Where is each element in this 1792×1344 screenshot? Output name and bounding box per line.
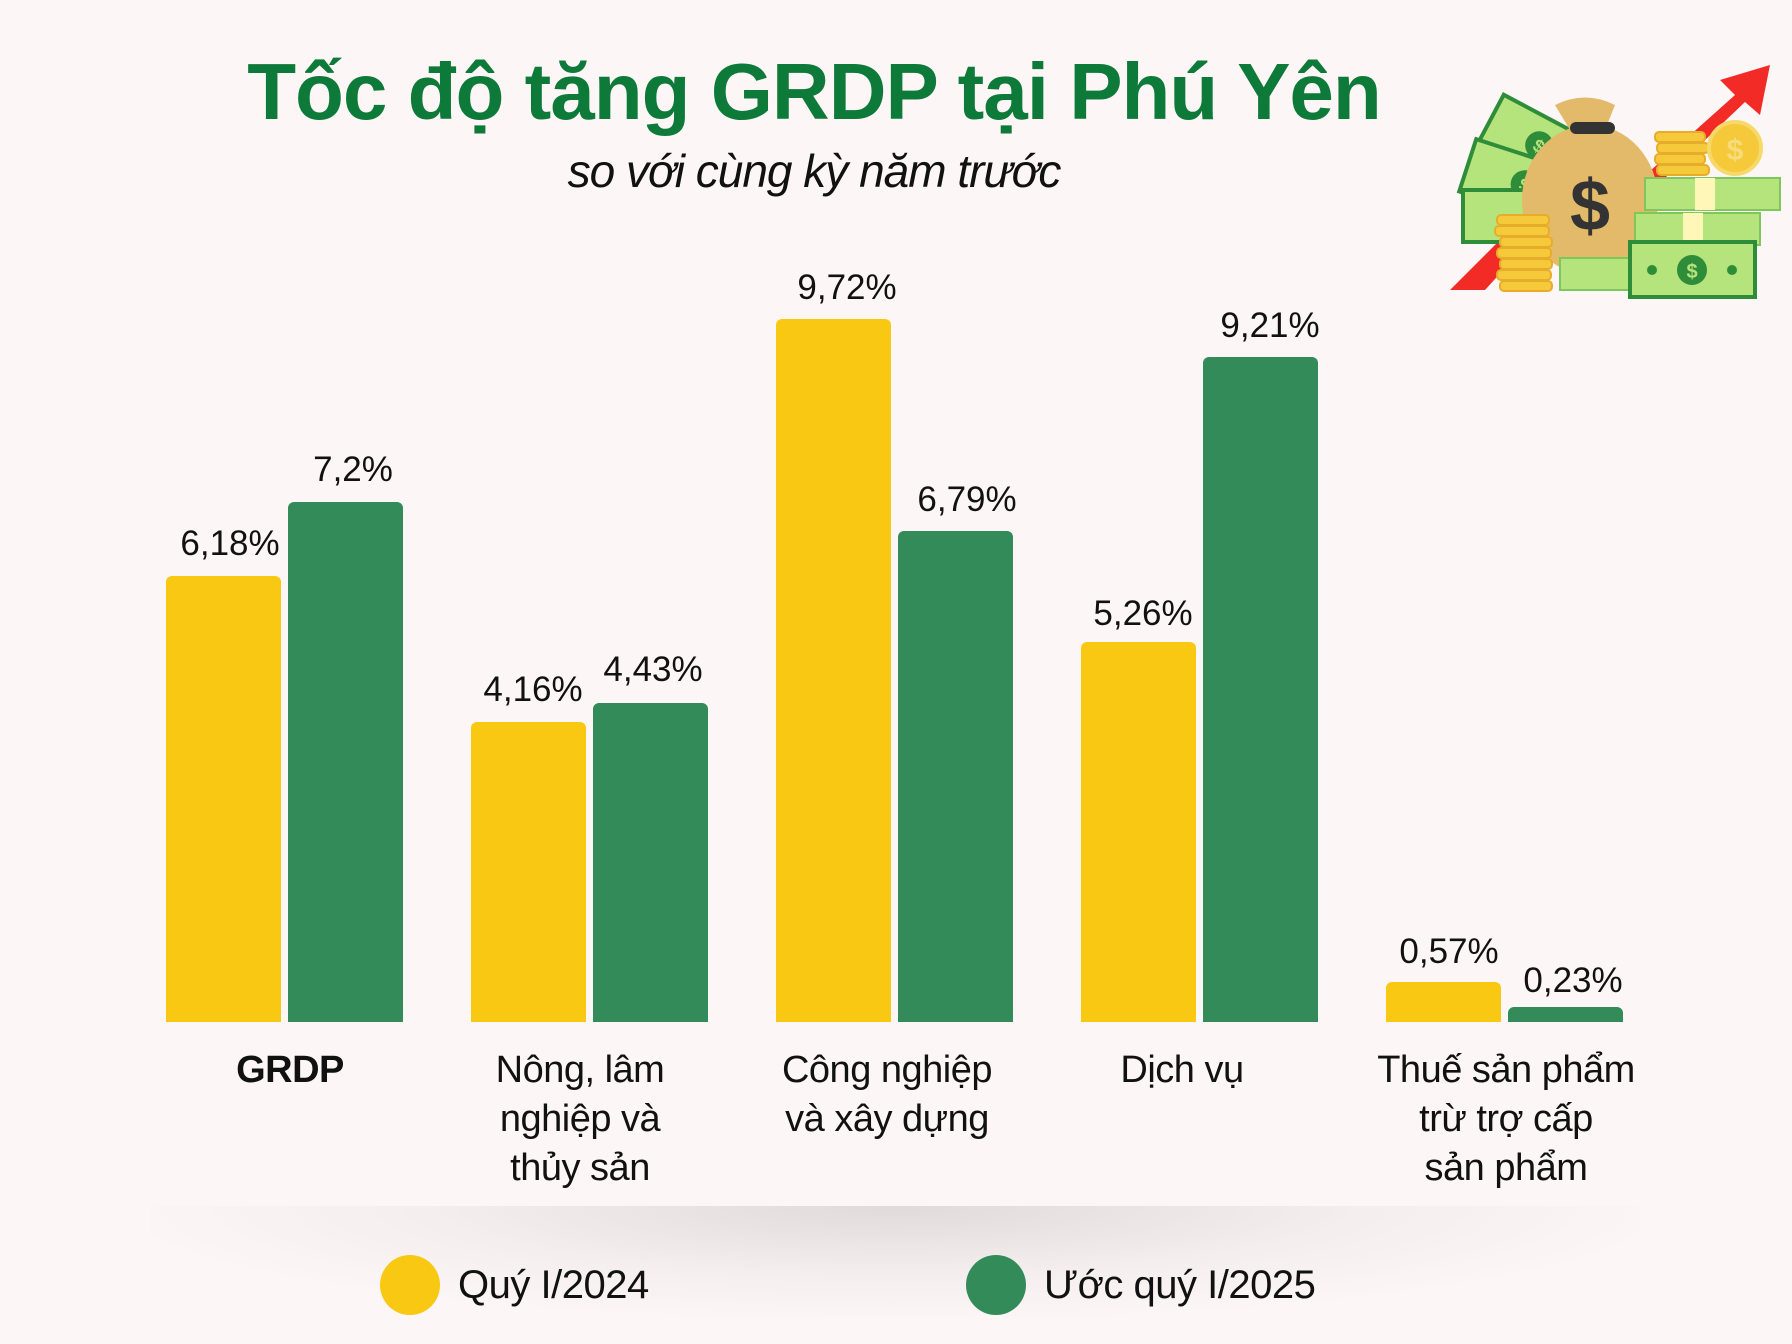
legend-label: Quý I/2024 — [458, 1262, 649, 1307]
value-label: 6,18% — [180, 524, 280, 563]
bar-chart: 6,18% 7,2% GRDP 4,16% 4,43% Nông, lâm ng… — [140, 268, 1656, 1193]
legend-label: Ước quý I/2025 — [1044, 1262, 1316, 1307]
legend-swatch-green-icon — [966, 1255, 1026, 1315]
page-title: Tốc độ tăng GRDP tại Phú Yên — [247, 47, 1382, 136]
category-label-line: trừ trợ cấp — [1419, 1098, 1593, 1140]
category-label-line: nghiệp và — [499, 1098, 661, 1140]
money-bag-growth-arrow-icon: $ $ $ $ $ — [1450, 65, 1781, 299]
legend-shadow-divider — [150, 1206, 1640, 1316]
value-label: 0,23% — [1523, 961, 1623, 1000]
bar-agri-2024 — [471, 722, 586, 1022]
value-label: 9,21% — [1220, 306, 1320, 345]
category-label-line: GRDP — [236, 1049, 344, 1091]
category-label-line: sản phẩm — [1424, 1147, 1588, 1189]
value-label: 4,43% — [603, 650, 703, 689]
value-label: 5,26% — [1093, 594, 1193, 633]
category-label-grdp: GRDP — [140, 1046, 440, 1095]
bar-industry-2025 — [898, 531, 1013, 1022]
category-label-line: Thuế sản phẩm — [1377, 1049, 1635, 1091]
category-label-line: Dịch vụ — [1120, 1049, 1244, 1091]
bar-grdp-2025 — [288, 502, 403, 1022]
category-label-agri: Nông, lâm nghiệp và thủy sản — [430, 1046, 730, 1193]
bar-services-2024 — [1081, 642, 1196, 1022]
category-label-line: thủy sản — [510, 1147, 650, 1189]
category-label-services: Dịch vụ — [1032, 1046, 1332, 1095]
category-label-line: Công nghiệp — [781, 1049, 993, 1091]
category-label-industry: Công nghiệp và xây dựng — [737, 1046, 1037, 1144]
bar-grdp-2024 — [166, 576, 281, 1022]
svg-text:$: $ — [1727, 134, 1744, 167]
bar-tax-2024 — [1386, 982, 1501, 1022]
value-label: 9,72% — [797, 268, 897, 307]
category-label-line: Nông, lâm — [495, 1049, 665, 1091]
value-label: 7,2% — [313, 450, 393, 489]
value-label: 4,16% — [483, 670, 583, 709]
bar-industry-2024 — [776, 319, 891, 1022]
svg-text:$: $ — [1686, 261, 1697, 283]
bar-services-2025 — [1203, 357, 1318, 1022]
category-label-tax: Thuế sản phẩm trừ trợ cấp sản phẩm — [1356, 1046, 1656, 1193]
page-subtitle: so với cùng kỳ năm trước — [567, 145, 1062, 197]
category-label-line: và xây dựng — [785, 1098, 989, 1140]
legend-item-2024: Quý I/2024 — [380, 1254, 649, 1316]
svg-text:$: $ — [1570, 166, 1610, 246]
bar-agri-2025 — [593, 703, 708, 1022]
value-label: 6,79% — [917, 480, 1017, 519]
value-label: 0,57% — [1399, 932, 1499, 971]
legend-item-2025: Ước quý I/2025 — [966, 1254, 1316, 1316]
legend-swatch-yellow-icon — [380, 1255, 440, 1315]
bar-tax-2025 — [1508, 1007, 1623, 1022]
